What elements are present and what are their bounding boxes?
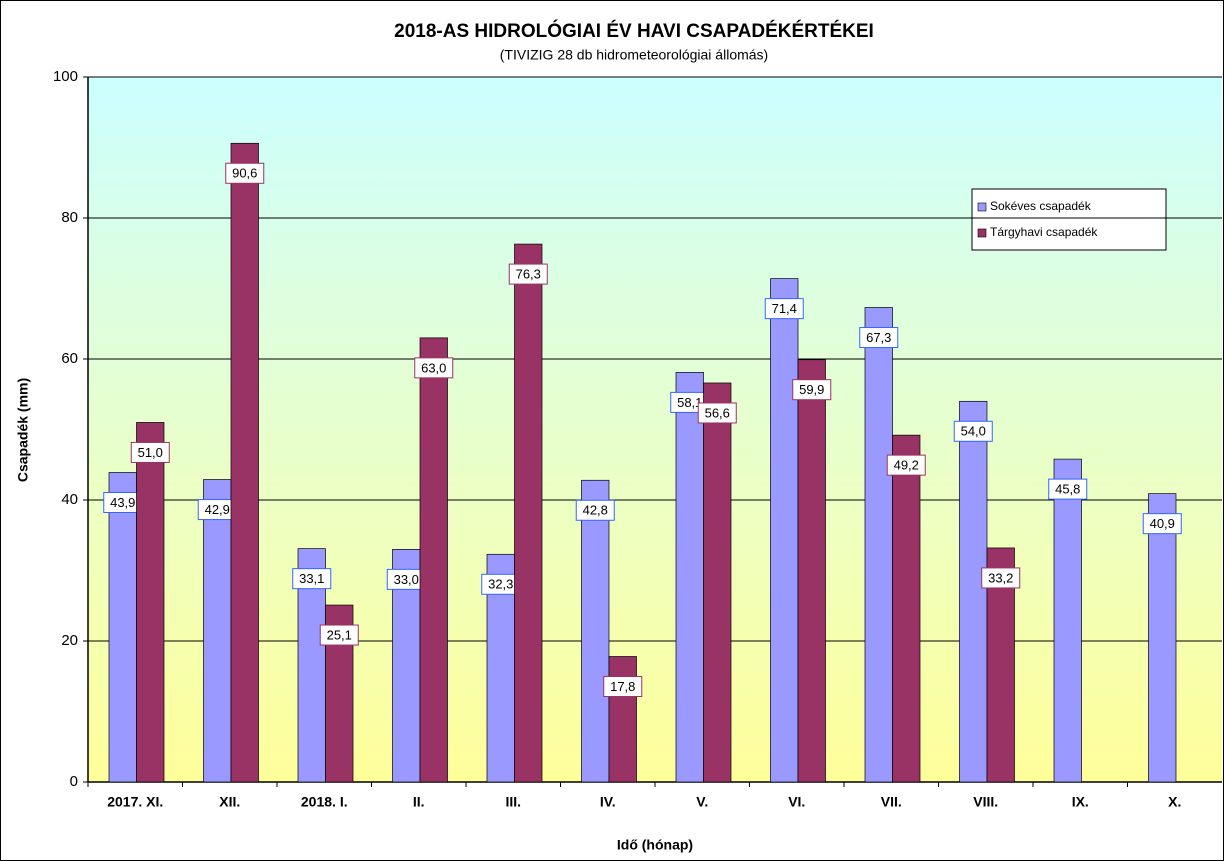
x-tick-label: IX. [1072,794,1089,810]
x-tick-label: 2018. I. [301,794,348,810]
bar [1148,493,1177,783]
bar [797,359,826,783]
value-label: 32,3 [488,577,513,592]
value-label: 42,9 [205,502,230,517]
value-label: 25,1 [327,627,352,642]
legend: Sokéves csapadék Tárgyhavi csapadék [971,188,1167,251]
value-label: 54,0 [961,424,986,439]
bar [419,337,448,783]
value-label: 49,2 [894,458,919,473]
x-tick-label: V. [696,794,708,810]
value-label: 56,6 [705,405,730,420]
value-label-box [697,402,737,424]
value-label-box [886,454,926,476]
legend-box [971,188,1167,251]
value-label-box [1048,478,1088,500]
value-label: 67,3 [866,330,891,345]
value-label: 59,9 [799,382,824,397]
value-label-box [764,298,804,320]
chart-title: 2018-AS HIDROLÓGIAI ÉV HAVI CSAPADÉKÉRTÉ… [394,20,874,42]
value-label: 76,3 [516,267,541,282]
bar [230,142,259,783]
bar [770,278,799,783]
value-label: 40,9 [1150,516,1175,531]
value-label: 58,1 [677,395,702,410]
bar [892,434,921,783]
value-label-box [981,567,1021,589]
x-tick-label: III. [505,794,521,810]
value-label: 90,6 [232,166,257,181]
bar [1053,458,1082,783]
x-tick-label: 2017. XI. [107,794,163,810]
value-label-box [953,420,993,442]
bar [581,479,610,783]
x-tick-label: XII. [219,794,240,810]
value-label-box [130,441,170,463]
value-label: 42,8 [583,503,608,518]
bar [203,479,232,783]
bar [959,400,988,783]
bar [864,307,893,783]
value-label-box [1142,513,1182,535]
x-tick-label: II. [413,794,425,810]
value-label-box [575,499,615,521]
value-label-box [792,379,832,401]
x-tick-label: VI. [788,794,805,810]
x-tick-label: X. [1168,794,1181,810]
legend-label: Tárgyhavi csapadék [990,225,1098,239]
value-label-box [225,162,265,184]
value-label: 33,0 [394,572,419,587]
value-label: 45,8 [1055,482,1080,497]
value-label-box [319,624,359,646]
value-label: 33,2 [988,570,1013,585]
chart-subtitle: (TIVIZIG 28 db hidrometeorológiai állomá… [500,47,768,63]
value-label: 63,0 [421,360,446,375]
y-tick-label: 80 [61,209,78,226]
bar [675,372,704,783]
y-tick-label: 20 [61,632,78,649]
value-label: 71,4 [772,301,797,316]
bar [703,382,732,783]
legend-label: Sokéves csapadék [990,199,1092,213]
value-label: 43,9 [110,495,135,510]
value-label-box [414,357,454,379]
legend-swatch [977,202,987,212]
value-label: 33,1 [299,571,324,586]
bar [514,243,543,783]
bar [108,472,137,783]
bar [136,422,165,783]
value-label: 17,8 [610,679,635,694]
value-label: 51,0 [138,445,163,460]
y-axis-label: Csapadék (mm) [15,378,31,482]
value-label-box [603,676,643,698]
value-label-box [292,568,332,590]
y-tick-label: 40 [61,491,78,508]
legend-swatch [977,228,987,238]
x-tick-label: VII. [881,794,902,810]
bar [608,656,637,783]
y-tick-label: 100 [53,68,78,85]
x-tick-label: IV. [600,794,616,810]
x-axis-label: Idő (hónap) [617,837,693,853]
y-tick-label: 0 [70,773,78,790]
y-tick-label: 60 [61,350,78,367]
x-tick-label: VIII. [973,794,998,810]
value-label-box [508,263,548,285]
value-label-box [859,327,899,349]
